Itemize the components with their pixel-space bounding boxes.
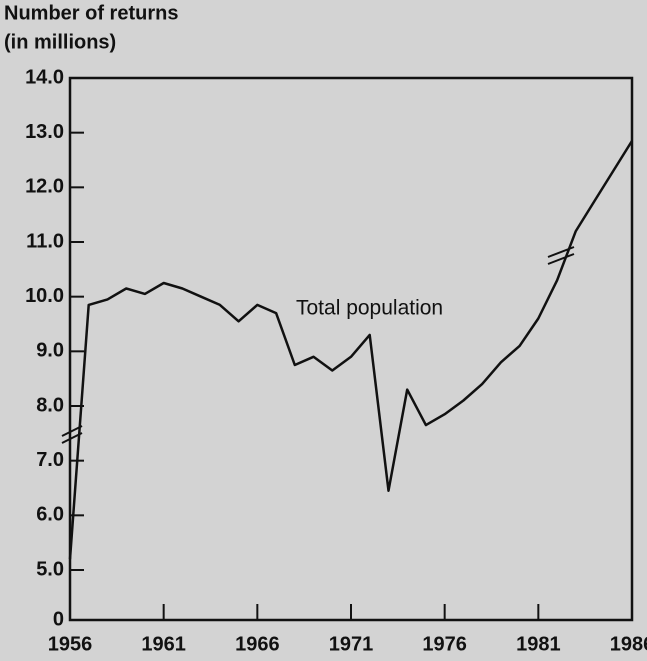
x-tick-label: 1966 bbox=[235, 633, 280, 655]
x-tick-label: 1986 bbox=[610, 633, 647, 655]
y-tick-label: 12.0 bbox=[25, 176, 64, 198]
y-tick-label: 10.0 bbox=[25, 285, 64, 307]
y-tick-label: 5.0 bbox=[36, 558, 64, 580]
x-tick-label: 1981 bbox=[516, 633, 561, 655]
x-tick-label: 1971 bbox=[329, 633, 374, 655]
y-tick-label: 9.0 bbox=[36, 340, 64, 362]
x-tick-label: 1961 bbox=[141, 633, 186, 655]
x-tick-label: 1976 bbox=[422, 633, 467, 655]
chart-title: Number of returns bbox=[4, 2, 178, 24]
line-series bbox=[68, 140, 634, 560]
y-tick-label: 14.0 bbox=[25, 66, 64, 88]
chart-subtitle: (in millions) bbox=[4, 31, 116, 53]
y-tick-label: 13.0 bbox=[25, 121, 64, 143]
annotation: Total population bbox=[296, 297, 443, 320]
plot-frame bbox=[68, 76, 634, 622]
y-tick-label: 6.0 bbox=[36, 504, 64, 526]
y-tick-label: 8.0 bbox=[36, 394, 64, 416]
break-mark bbox=[547, 253, 575, 265]
y-tick-label: 7.0 bbox=[36, 449, 64, 471]
axis-break bbox=[61, 246, 575, 444]
y-tick-label: 0 bbox=[53, 608, 64, 630]
x-tick-label: 1956 bbox=[48, 633, 93, 655]
y-tick-label: 11.0 bbox=[26, 230, 64, 252]
